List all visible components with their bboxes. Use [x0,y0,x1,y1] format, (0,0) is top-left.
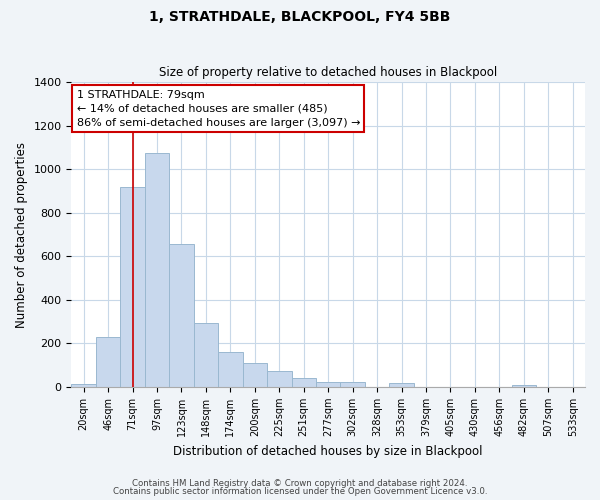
Bar [267,372,292,387]
Bar [218,352,242,387]
Bar [242,363,267,387]
Text: 1, STRATHDALE, BLACKPOOL, FY4 5BB: 1, STRATHDALE, BLACKPOOL, FY4 5BB [149,10,451,24]
Bar [96,338,121,387]
Bar [389,383,414,387]
Y-axis label: Number of detached properties: Number of detached properties [15,142,28,328]
Bar [340,382,365,387]
Bar [194,323,218,387]
Bar [316,382,340,387]
Title: Size of property relative to detached houses in Blackpool: Size of property relative to detached ho… [159,66,497,80]
Bar [71,384,96,387]
Text: Contains HM Land Registry data © Crown copyright and database right 2024.: Contains HM Land Registry data © Crown c… [132,478,468,488]
Text: Contains public sector information licensed under the Open Government Licence v3: Contains public sector information licen… [113,487,487,496]
X-axis label: Distribution of detached houses by size in Blackpool: Distribution of detached houses by size … [173,444,483,458]
Bar [121,186,145,387]
Bar [292,378,316,387]
Bar [512,385,536,387]
Bar [145,153,169,387]
Text: 1 STRATHDALE: 79sqm
← 14% of detached houses are smaller (485)
86% of semi-detac: 1 STRATHDALE: 79sqm ← 14% of detached ho… [77,90,360,128]
Bar [169,244,194,387]
